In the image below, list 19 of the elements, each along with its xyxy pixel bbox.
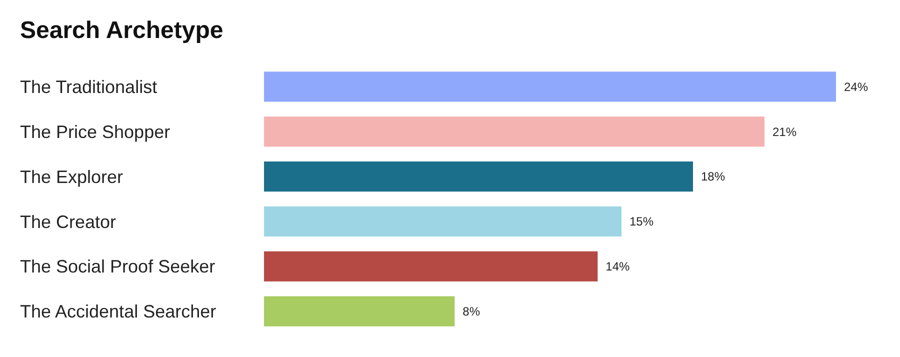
bar bbox=[264, 116, 764, 147]
bar bbox=[264, 296, 455, 326]
y-tick-label: The Price Shopper bbox=[20, 122, 170, 142]
data-label: 21% bbox=[772, 124, 797, 139]
bar bbox=[264, 206, 622, 237]
chart-title: Search Archetype bbox=[20, 17, 224, 44]
y-tick-label: The Accidental Searcher bbox=[20, 302, 216, 322]
data-label: 8% bbox=[462, 304, 480, 319]
bar bbox=[264, 161, 693, 192]
bar bbox=[264, 72, 836, 102]
y-tick-label: The Social Proof Seeker bbox=[20, 256, 216, 277]
bar bbox=[264, 251, 598, 282]
data-label: 24% bbox=[844, 80, 868, 94]
y-tick-label: The Traditionalist bbox=[20, 76, 158, 97]
y-tick-label: The Explorer bbox=[20, 166, 124, 187]
data-label: 15% bbox=[630, 214, 654, 229]
y-tick-label: The Creator bbox=[20, 212, 116, 232]
data-label: 14% bbox=[606, 260, 630, 274]
data-label: 18% bbox=[701, 170, 726, 184]
